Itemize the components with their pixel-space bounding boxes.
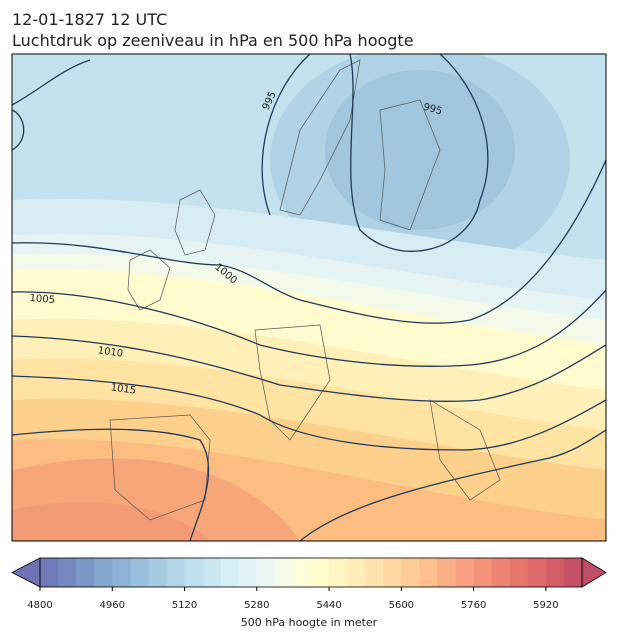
isobar [12,109,25,151]
isobar-label: 1005 [29,293,55,306]
colorbar-band [58,558,77,587]
colorbar-tick-label: 5600 [389,600,414,611]
colorbar-band [455,558,475,587]
colorbar-band [40,558,59,587]
isobar [261,54,489,252]
colorbar-band [491,558,511,587]
colorbar-extend-low [11,557,41,588]
isobar [299,429,606,541]
colorbar-band [130,558,149,587]
colorbar-band [347,558,366,587]
colorbar-label: 500 hPa hoogte in meter [241,616,378,629]
isobar [12,428,210,541]
isobar [12,159,606,324]
colorbar-band [401,558,420,587]
colorbar-extend-high [581,557,607,588]
colorbar-band [527,558,547,587]
colorbar-band [437,558,457,587]
colorbar-tick-label: 5760 [461,600,486,611]
title: 12-01-1827 12 UTC [12,10,167,29]
colorbar-band [184,558,204,587]
colorbar-band [220,558,240,587]
colorbar-band [202,558,222,587]
isobar [12,335,606,402]
colorbar-band [274,558,294,587]
colorbar-tick-label: 5440 [316,600,341,611]
colorbar-band [383,558,402,587]
coastlines [109,59,501,521]
colorbar-tick-label: 4800 [27,600,52,611]
colorbar-band [563,558,583,587]
isobar [12,375,606,451]
colorbar-band [238,558,258,587]
colorbar-band [311,558,330,587]
colorbar-tick-label: 4960 [100,600,125,611]
map-field: 995 995 1000 1005 1010 1015 [12,54,606,541]
colorbar-band [292,558,312,587]
colorbar: 4800 4960 5120 5280 5440 5600 5760 5920 [11,557,607,611]
isobar-label: 1015 [110,382,137,396]
colorbar-band [365,558,384,587]
colorbar-band [94,558,113,587]
colorbar-frame [39,557,583,588]
colorbar-tick-label: 5280 [244,600,269,611]
colorbar-band [148,558,167,587]
colorbar-band [509,558,529,587]
colorbar-band [76,558,95,587]
colorbar-band [256,558,276,587]
colorbar-tick-label: 5920 [533,600,558,611]
map-frame [11,53,607,542]
subtitle: Luchtdruk op zeeniveau in hPa en 500 hPa… [12,31,414,50]
colorbar-band [329,558,348,587]
colorbar-band [419,558,438,587]
colorbar-tick-label: 5120 [172,600,197,611]
isobar-label: 995 [422,102,443,118]
colorbar-band [473,558,493,587]
colorbar-band [166,558,186,587]
isobar-label: 1010 [97,345,124,359]
colorbar-band [545,558,565,587]
isobar [12,59,91,106]
isobar [12,289,606,367]
colorbar-band [112,558,131,587]
